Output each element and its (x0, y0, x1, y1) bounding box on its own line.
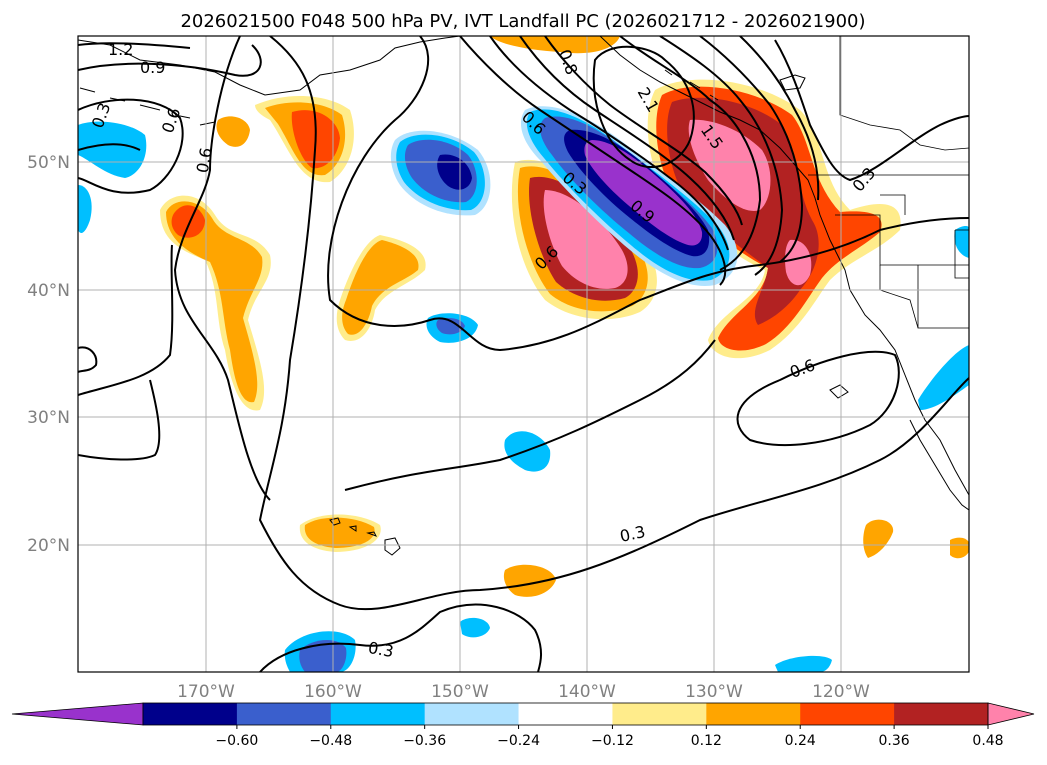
contour-trough-1-5 (544, 36, 743, 226)
colorbar-box (800, 703, 895, 725)
contour-ridge-2 (659, 36, 784, 276)
lon-label-160w: 160°W (304, 682, 362, 702)
contour-trough-1-2 (519, 36, 735, 241)
border-states-1 (835, 214, 969, 266)
positive-anomaly-dateline-36 (166, 201, 263, 403)
lon-label-150w: 150°W (431, 682, 489, 702)
map-panel (78, 36, 969, 672)
contour-0-9-a (78, 44, 262, 77)
negative-anomaly-148w-s (460, 617, 490, 638)
shaded-anomalies (78, 36, 969, 672)
colorbar-box (518, 703, 613, 725)
lat-label-40n: 40°N (27, 281, 70, 301)
colorbar-tick-label: −0.24 (497, 733, 540, 749)
colorbar-extend-low (11, 702, 144, 726)
figure-title: 2026021500 F048 500 hPa PV, IVT Landfall… (180, 11, 865, 32)
longitude-labels: 170°W 160°W 150°W 140°W 130°W 120°W (177, 682, 870, 702)
contour-label: 0.9 (140, 58, 165, 77)
contour-label: 0.3 (367, 638, 395, 661)
border-states-4 (954, 229, 969, 279)
contour-1-2 (78, 42, 191, 49)
contour-subtropical (344, 339, 716, 491)
colorbar-tick-label: 0.24 (785, 733, 816, 749)
colorbar-tick-label: −0.60 (215, 733, 258, 749)
contour-0-6-b (173, 36, 271, 501)
border-states-3 (879, 265, 919, 329)
positive-anomaly-central-60 (543, 190, 628, 289)
contour-main-0-3 (258, 36, 969, 611)
colorbar-tick-label: 0.48 (972, 733, 1003, 749)
lon-label-120w: 120°W (812, 682, 870, 702)
positive-anomaly-coast-60 (688, 119, 771, 211)
contour-0-6-east (736, 350, 900, 446)
lon-label-130w: 130°W (685, 682, 743, 702)
coastline-baja (909, 419, 969, 511)
colorbar-box (706, 703, 801, 725)
positive-anomaly-baja (950, 537, 969, 559)
contour-0-3-a (78, 143, 174, 396)
contour-cutoff (592, 45, 695, 169)
lon-label-170w: 170°W (177, 682, 235, 702)
coastline-alaska (78, 36, 461, 96)
negative-anomaly-east (954, 225, 969, 258)
contour-ridge-1 (619, 36, 762, 271)
colorbar-tick-label: 0.36 (879, 733, 910, 749)
positive-anomaly-118w (863, 519, 894, 558)
contour-0-3-south (259, 603, 542, 672)
positive-anomaly-dateline-48 (171, 205, 205, 238)
colorbar-box (612, 703, 707, 725)
negative-anomaly-south-36 (299, 639, 347, 672)
positive-anomaly-165w (216, 116, 250, 147)
positive-anomaly-hawaii-36 (304, 517, 375, 548)
contour-trough-0-6 (459, 36, 727, 286)
negative-anomaly-150w-48 (437, 154, 472, 190)
colorbar-tick-label: −0.36 (403, 733, 446, 749)
latitude-labels: 50°N 40°N 30°N 20°N (27, 153, 70, 556)
contour-0-3-c (78, 379, 161, 461)
negative-anomaly-central-60 (584, 140, 703, 246)
coastline-panhandle (599, 36, 969, 496)
negative-anomaly-west (78, 121, 147, 178)
positive-anomaly-150w-36 (342, 240, 419, 335)
negative-anomaly-125w-s (775, 655, 832, 672)
contour-0-6-a (78, 98, 184, 194)
colorbar-tick-label: −0.48 (309, 733, 352, 749)
negative-anomaly-west2 (78, 185, 92, 233)
colorbar-extend-high (987, 702, 1035, 726)
lat-label-50n: 50°N (27, 153, 70, 173)
colorbar: −0.60 −0.48 −0.36 −0.24 −0.12 0.12 0.24 0.36 0.4… (11, 702, 1035, 749)
contour-west-edge (78, 346, 98, 373)
colorbar-box (236, 703, 332, 725)
negative-anomaly-baja (918, 345, 969, 410)
contour-ridge-5 (774, 39, 969, 182)
colorbar-box (424, 703, 520, 725)
map-frame (77, 35, 970, 673)
lon-label-140w: 140°W (558, 682, 616, 702)
colorbar-tick-label: −0.12 (591, 733, 634, 749)
contour-label: 0.3 (618, 522, 647, 546)
colorbar-outline (142, 702, 989, 726)
contour-label: 1.2 (108, 40, 133, 59)
negative-anomaly-148w-36 (436, 318, 465, 335)
contour-ridge-3 (699, 36, 804, 263)
positive-anomaly-145w (503, 564, 556, 597)
contour-label: 0.6 (193, 146, 216, 174)
contour-trough-0-9 (489, 36, 729, 251)
pv-contours (78, 36, 969, 672)
colorbar-tick-label: 0.12 (691, 733, 722, 749)
contour-downstream (327, 36, 969, 352)
contour-ridge-4 (739, 36, 820, 201)
lat-label-30n: 30°N (27, 408, 70, 428)
colorbar-box (330, 703, 426, 725)
positive-anomaly-coast-60b (785, 239, 812, 286)
lat-label-20n: 20°N (27, 536, 70, 556)
border-alaska-canada (839, 36, 969, 151)
coastline-hawaii (329, 517, 401, 556)
colorbar-box (894, 703, 989, 725)
colorbar-box (143, 703, 238, 725)
borders (808, 36, 969, 329)
